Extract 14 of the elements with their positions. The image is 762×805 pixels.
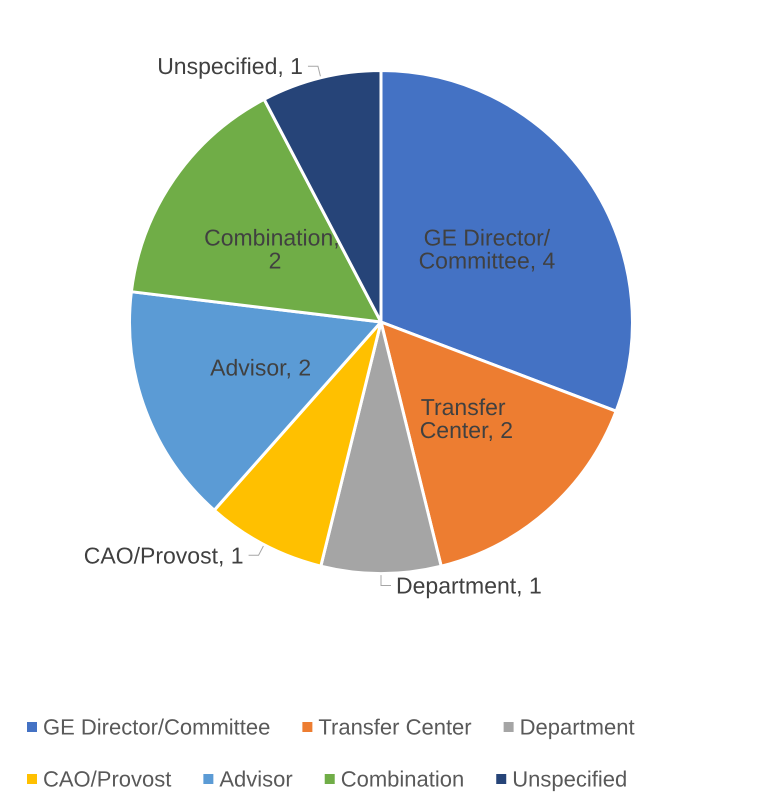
data-label: Advisor, 2 [210,354,312,381]
data-label: Department, 1 [396,572,542,598]
data-label: Combination, 2 [204,224,346,274]
legend-label: GE Director/Committee [43,714,270,740]
legend-label: Unspecified [512,766,628,792]
legend-label: Advisor [219,766,293,792]
legend-label: CAO/Provost [43,766,172,792]
legend-label: Department [520,714,635,740]
data-label: CAO/Provost, 1 [84,542,244,568]
data-label: Unspecified, 1 [157,53,303,80]
data-label: Transfer Center, 2 [420,394,514,443]
legend-label: Combination [340,766,464,792]
data-label: GE Director/Committee, 4 [418,224,556,274]
legend-label: Transfer Center [318,714,472,740]
